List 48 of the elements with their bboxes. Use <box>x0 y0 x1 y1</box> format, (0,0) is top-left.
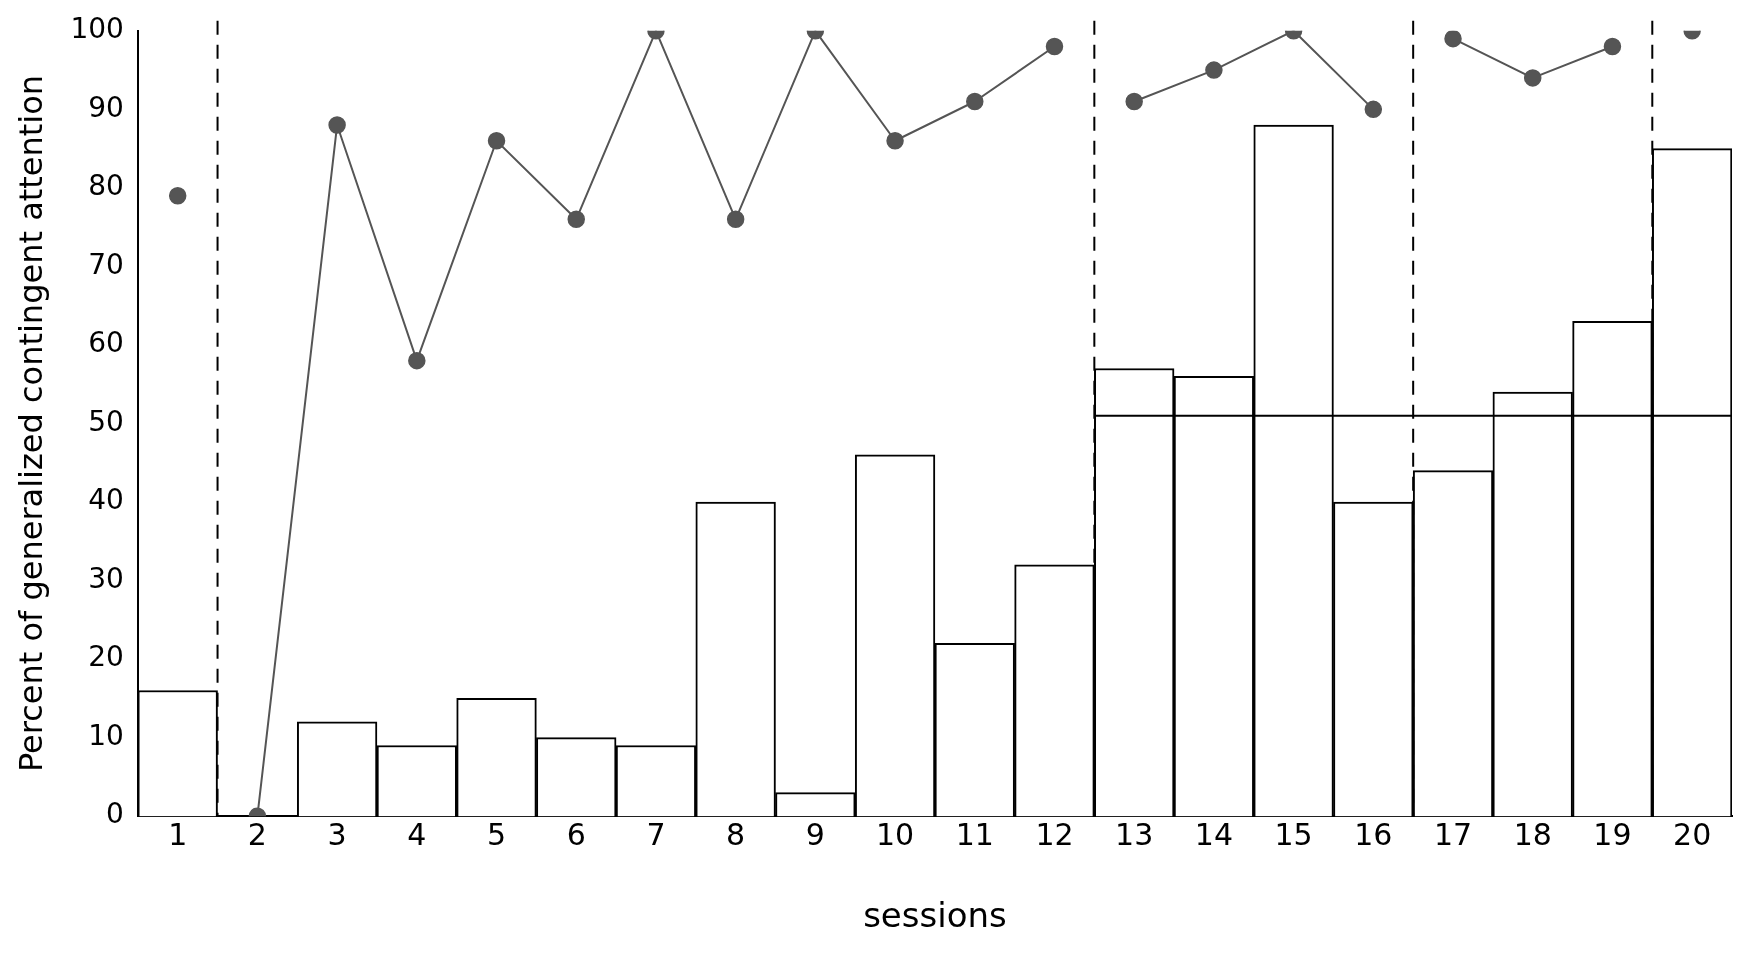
point <box>408 351 426 370</box>
y-tick-label: 90 <box>88 90 124 124</box>
x-tick-label: 3 <box>327 817 347 852</box>
point <box>328 116 346 134</box>
x-tick-label: 17 <box>1433 817 1473 852</box>
point <box>1444 30 1462 48</box>
point <box>567 210 585 229</box>
x-tick-label: 12 <box>1035 817 1074 852</box>
y-tick-label: 70 <box>88 247 124 281</box>
y-tick-label: 60 <box>88 326 124 360</box>
x-tick-label: 2 <box>247 817 267 852</box>
point <box>168 186 187 205</box>
x-tick-label: 19 <box>1593 817 1632 852</box>
x-tick-label: 11 <box>955 817 994 852</box>
x-tick-label: 18 <box>1513 817 1552 852</box>
y-tick-label: 10 <box>88 718 124 752</box>
y-tick-label: 80 <box>88 169 124 203</box>
x-tick-label: 13 <box>1115 817 1154 852</box>
point <box>886 132 904 150</box>
point <box>1125 92 1143 111</box>
point <box>966 92 984 111</box>
y-tick-label: 40 <box>88 483 124 517</box>
y-tick-label: 100 <box>70 12 124 46</box>
point <box>726 210 745 229</box>
x-tick-label: 6 <box>566 817 586 852</box>
x-tick-label: 20 <box>1673 817 1712 852</box>
x-tick-label: 7 <box>646 817 666 852</box>
x-tick-label: 14 <box>1194 817 1233 852</box>
x-tick-label: 9 <box>805 817 825 852</box>
point <box>1205 61 1223 79</box>
y-tick-label: 20 <box>88 640 124 674</box>
point <box>1364 100 1383 119</box>
point <box>1523 69 1542 87</box>
x-tick-label: 4 <box>407 817 427 852</box>
x-tick-label: 8 <box>726 817 746 852</box>
y-tick-label: 30 <box>88 561 124 595</box>
x-axis-title: sessions <box>863 895 1007 936</box>
y-axis-title: Percent of generalized contingent attention <box>11 74 50 773</box>
x-tick-label: 16 <box>1354 817 1393 852</box>
x-tick-label: 15 <box>1274 817 1313 852</box>
x-tick-label: 10 <box>875 817 915 852</box>
y-tick-label: 0 <box>106 797 124 831</box>
point <box>487 132 506 150</box>
x-tick-label: 5 <box>486 817 507 852</box>
x-tick-label: 1 <box>168 817 188 852</box>
point <box>1045 37 1064 56</box>
y-tick-label: 50 <box>88 404 124 438</box>
point <box>1603 37 1622 56</box>
